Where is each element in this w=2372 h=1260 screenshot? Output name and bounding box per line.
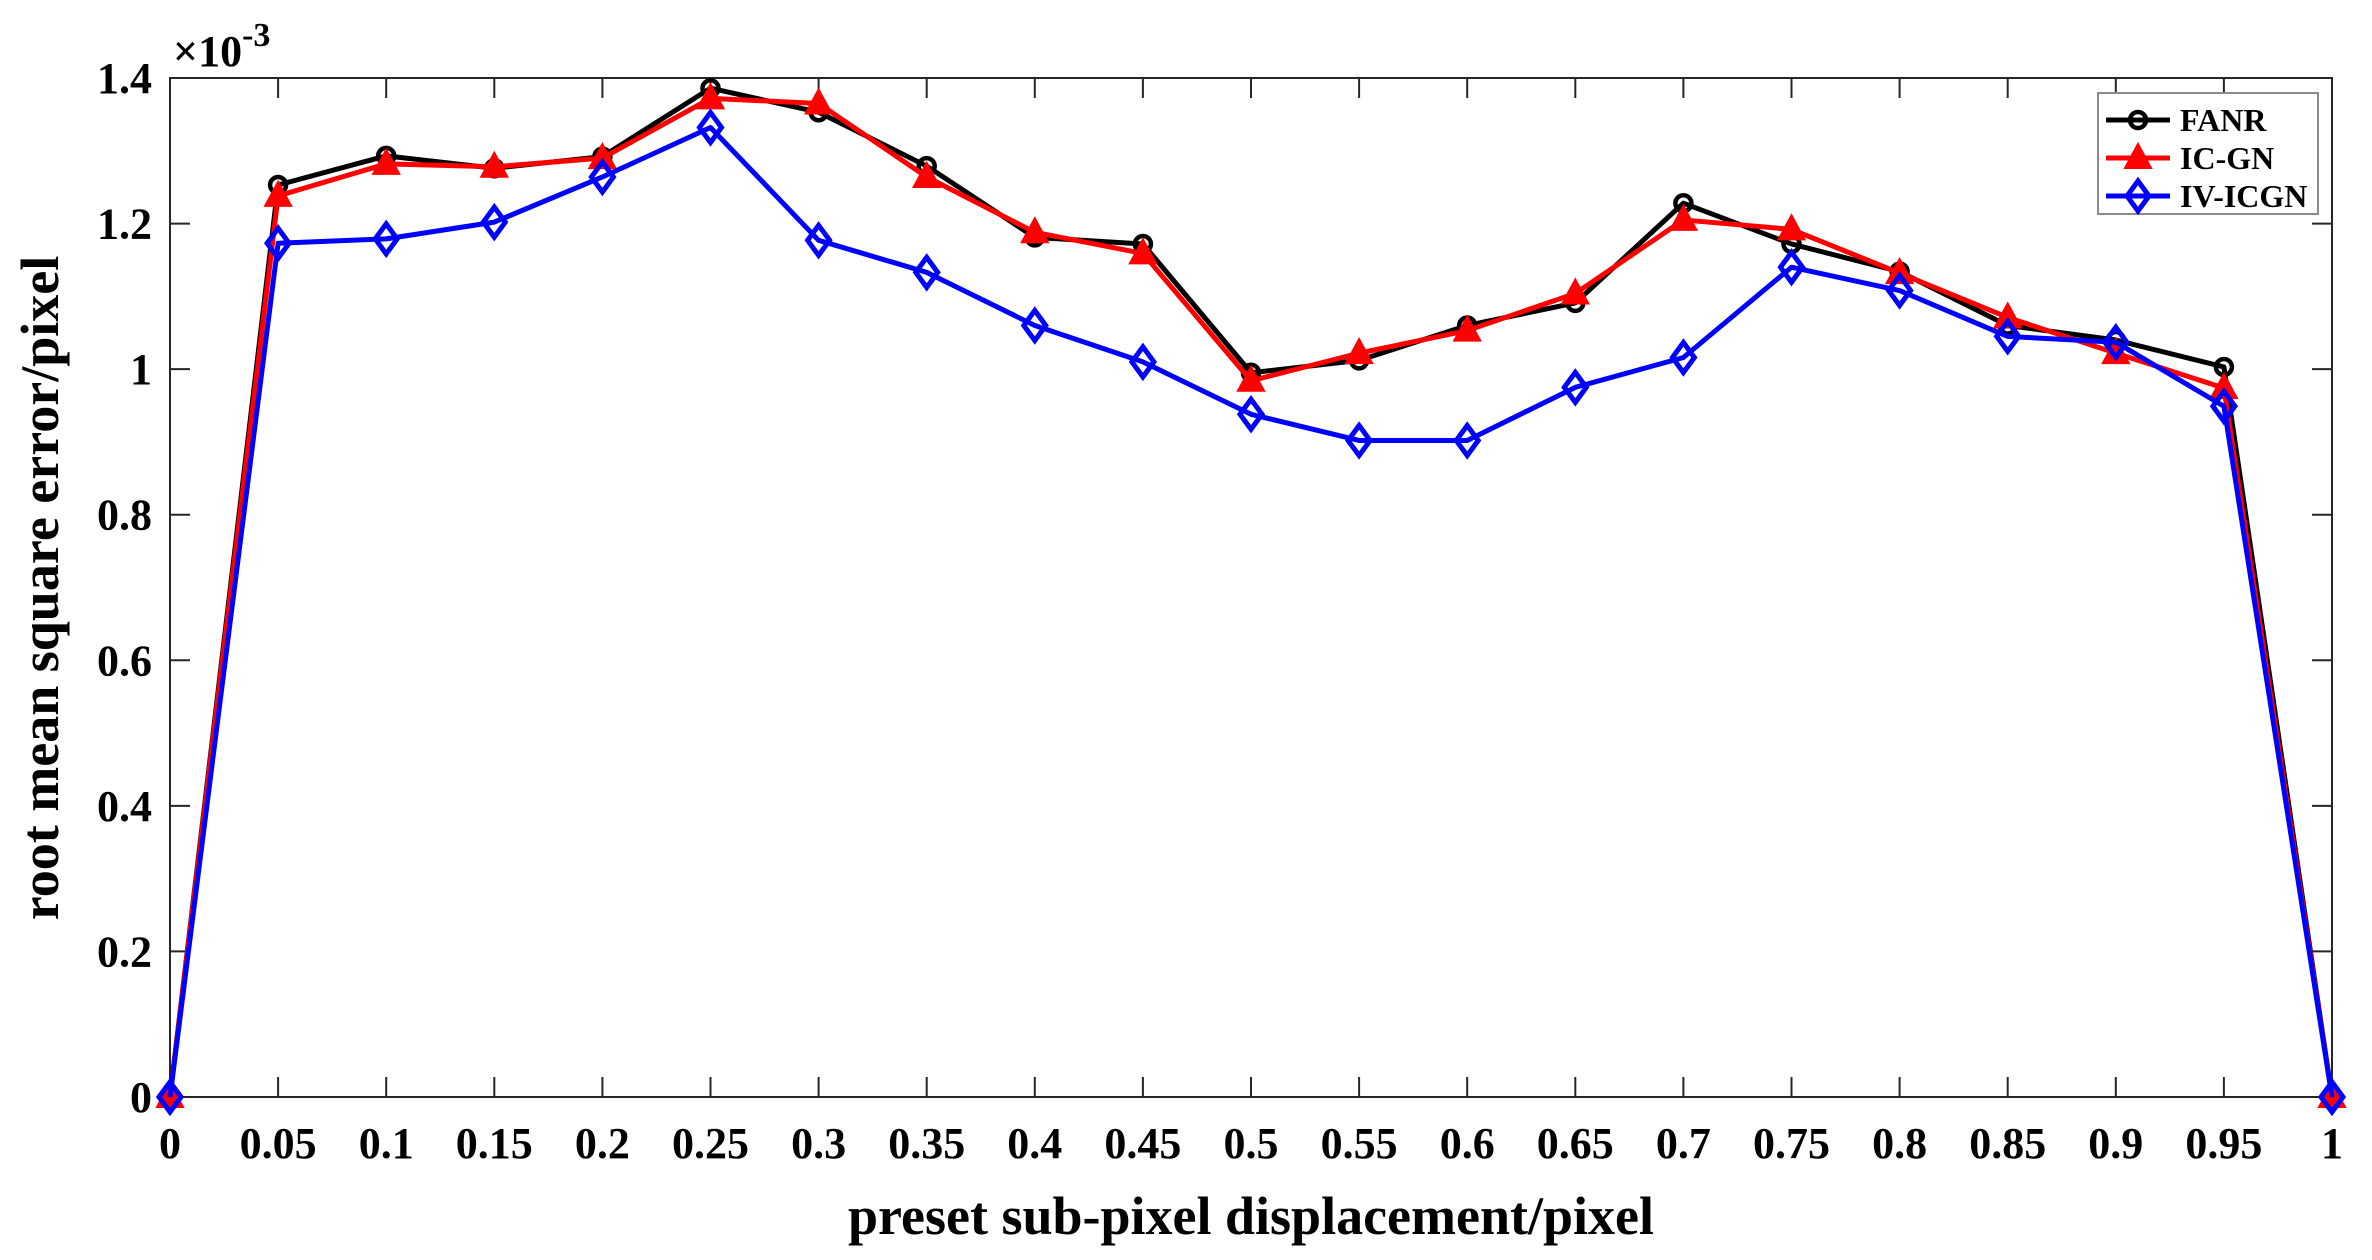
legend-label: IC-GN bbox=[2180, 140, 2274, 176]
ic-gn-marker bbox=[803, 87, 834, 115]
x-tick-labels: 0 0.05 0.1 0.15 0.2 0.25 0.3 0.35 0.4 0.45 0.5 0.55… bbox=[159, 1119, 2343, 1168]
ic-gn-marker bbox=[479, 150, 509, 178]
y-tick-label: 0.2 bbox=[97, 927, 152, 976]
ic-gn-marker bbox=[263, 179, 293, 207]
x-tick-label: 0.4 bbox=[1007, 1119, 1062, 1168]
plot-border bbox=[169, 77, 2333, 1098]
legend-label: FANR bbox=[2180, 102, 2267, 138]
y-tick-label: 0.8 bbox=[97, 491, 152, 540]
y-axis-label: root mean square error/pixel bbox=[10, 256, 70, 920]
x-tick-label: 0.15 bbox=[456, 1119, 533, 1168]
iv-icgn-marker bbox=[1128, 342, 1158, 382]
legend-label: IV-ICGN bbox=[2180, 178, 2307, 214]
ic-gn-marker bbox=[1668, 203, 1699, 231]
iv-icgn-marker bbox=[696, 108, 725, 147]
y-tick-label: 0 bbox=[130, 1073, 152, 1122]
ic-gn-line bbox=[167, 95, 2335, 1098]
iv-icgn-marker bbox=[804, 221, 833, 260]
x-tick-label: 0.05 bbox=[240, 1119, 317, 1168]
iv-icgn-marker bbox=[480, 202, 509, 242]
ic-gn-marker bbox=[1128, 237, 1158, 265]
series-iv-icgn bbox=[155, 108, 2347, 1117]
ic-gn-marker bbox=[587, 141, 618, 170]
iv-icgn-marker bbox=[2209, 387, 2239, 426]
y-tick-label: 1 bbox=[130, 345, 152, 394]
x-tick-label: 0.65 bbox=[1537, 1119, 1614, 1168]
series-fanr bbox=[159, 77, 2343, 1108]
x-tick-label: 0 bbox=[159, 1119, 181, 1168]
ic-gn-marker bbox=[2209, 371, 2239, 400]
legend-marker-circle-icon bbox=[2127, 109, 2149, 131]
iv-icgn-marker bbox=[155, 1077, 185, 1117]
legend-item-iv-icgn: IV-ICGN bbox=[2106, 176, 2307, 216]
x-tick-label: 0.2 bbox=[575, 1119, 630, 1168]
y-tick-label: 1.2 bbox=[97, 200, 152, 249]
x-tick-label: 0.75 bbox=[1753, 1119, 1830, 1168]
iv-icgn-marker bbox=[1777, 248, 1806, 287]
legend-marker-triangle-icon bbox=[2123, 141, 2153, 169]
x-tick-label: 0.3 bbox=[791, 1119, 846, 1168]
ic-gn-marker bbox=[1993, 301, 2023, 329]
axis-ticks bbox=[169, 77, 2333, 1098]
iv-icgn-marker bbox=[1885, 271, 1914, 310]
ic-gn-marker bbox=[1776, 213, 1807, 241]
iv-icgn-marker bbox=[2101, 322, 2130, 362]
x-axis-label: preset sub-pixel displacement/pixel bbox=[848, 1186, 1654, 1246]
ic-gn-marker bbox=[1344, 337, 1374, 365]
x-tick-label: 0.8 bbox=[1872, 1119, 1927, 1168]
ic-gn-marker bbox=[1452, 314, 1482, 342]
ic-gn-marker bbox=[912, 160, 942, 188]
iv-icgn-marker bbox=[1453, 421, 1482, 460]
iv-icgn-marker bbox=[372, 219, 401, 259]
iv-icgn-marker bbox=[912, 253, 941, 292]
data-series bbox=[155, 77, 2347, 1117]
ic-gn-marker bbox=[1236, 364, 1266, 392]
x-tick-label: 1 bbox=[2321, 1119, 2343, 1168]
y-axis-multiplier: ×10-3 bbox=[173, 17, 270, 76]
x-tick-label: 0.55 bbox=[1321, 1119, 1398, 1168]
x-tick-label: 0.95 bbox=[2185, 1119, 2262, 1168]
x-tick-label: 0.1 bbox=[359, 1119, 414, 1168]
y-tick-label: 0.6 bbox=[97, 636, 152, 685]
iv-icgn-marker bbox=[1236, 395, 1266, 434]
x-tick-label: 0.35 bbox=[888, 1119, 965, 1168]
ic-gn-marker bbox=[1560, 277, 1590, 305]
x-tick-label: 0.5 bbox=[1224, 1119, 1279, 1168]
iv-icgn-line bbox=[167, 124, 2335, 1098]
iv-icgn-marker bbox=[1344, 421, 1374, 460]
iv-icgn-marker bbox=[1669, 338, 1698, 377]
x-tick-label: 0.6 bbox=[1440, 1119, 1495, 1168]
x-tick-label: 0.9 bbox=[2088, 1119, 2143, 1168]
ic-gn-marker bbox=[1884, 256, 1915, 285]
iv-icgn-marker bbox=[2317, 1077, 2347, 1117]
series-ic-gn bbox=[155, 82, 2347, 1108]
x-tick-label: 0.45 bbox=[1104, 1119, 1181, 1168]
legend-item-ic-gn: IC-GN bbox=[2106, 140, 2274, 176]
iv-icgn-marker bbox=[263, 223, 293, 263]
iv-icgn-marker bbox=[1020, 306, 1049, 345]
legend-marker-diamond-icon bbox=[2123, 176, 2153, 216]
iv-icgn-marker bbox=[588, 157, 617, 197]
x-tick-label: 0.7 bbox=[1656, 1119, 1711, 1168]
y-tick-label: 0.4 bbox=[97, 782, 152, 831]
iv-icgn-marker bbox=[1993, 317, 2022, 356]
x-tick-label: 0.85 bbox=[1969, 1119, 2046, 1168]
ic-gn-marker bbox=[1020, 216, 1050, 244]
y-tick-labels: 0 0.2 0.4 0.6 0.8 1 1.2 1.4 bbox=[97, 54, 152, 1122]
ic-gn-marker bbox=[371, 147, 401, 175]
iv-icgn-marker bbox=[1561, 368, 1590, 407]
y-tick-label: 1.4 bbox=[97, 54, 152, 103]
legend-item-fanr: FANR bbox=[2106, 102, 2267, 138]
x-tick-label: 0.25 bbox=[672, 1119, 749, 1168]
